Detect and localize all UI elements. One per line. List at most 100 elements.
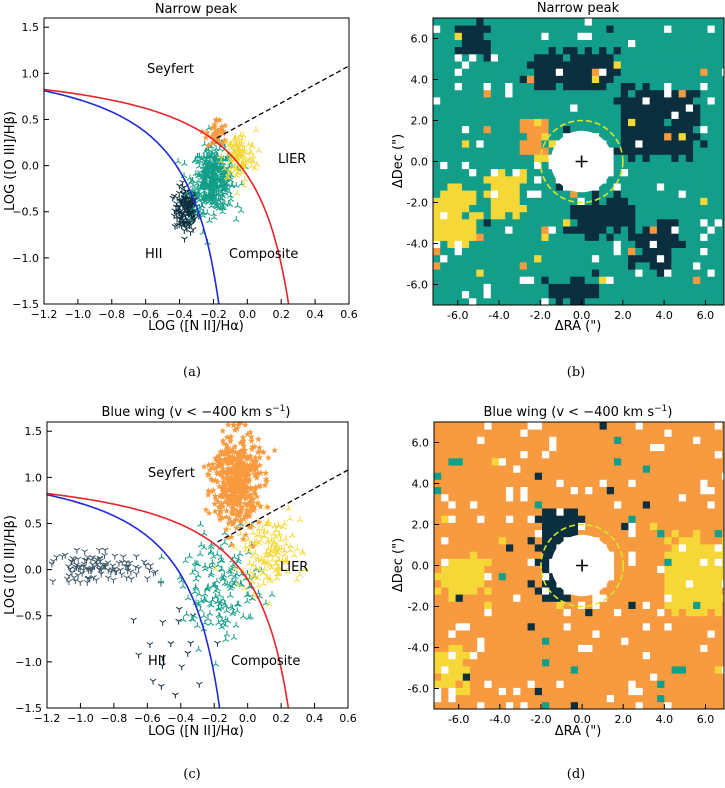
map-pixel	[549, 54, 557, 62]
map-pixel	[434, 451, 442, 459]
map-pixel	[700, 119, 708, 127]
map-pixel	[715, 61, 723, 69]
map-pixel	[499, 451, 507, 459]
map-pixel	[570, 61, 578, 69]
map-pixel	[556, 219, 564, 227]
map-pixel	[549, 451, 557, 459]
map-pixel	[679, 97, 687, 105]
map-pixel	[476, 140, 484, 148]
map-pixel	[456, 580, 464, 588]
map-pixel	[700, 54, 708, 62]
map-pixel	[440, 154, 448, 162]
map-pixel	[499, 644, 507, 652]
map-pixel	[563, 269, 571, 277]
map-pixel	[643, 451, 651, 459]
map-pixel	[606, 97, 614, 105]
map-pixel	[541, 212, 549, 220]
map-pixel	[527, 162, 535, 170]
map-pixel	[556, 276, 564, 284]
map-pixel	[643, 465, 651, 473]
map-pixel	[715, 673, 723, 681]
map-pixel	[513, 240, 521, 248]
map-pixel	[563, 262, 571, 270]
map-pixel	[679, 616, 687, 624]
map-pixel	[664, 32, 672, 40]
map-pixel	[636, 644, 644, 652]
map-pixel	[664, 61, 672, 69]
map-pixel	[456, 666, 464, 674]
map-pixel	[570, 47, 578, 55]
map-pixel	[715, 616, 723, 624]
map-pixel	[505, 212, 513, 220]
map-pixel	[433, 54, 441, 62]
map-pixel	[462, 248, 470, 256]
map-pixel	[462, 133, 470, 141]
panel-a-title: Narrow peak	[155, 2, 238, 17]
map-pixel	[650, 291, 658, 299]
map-pixel	[484, 133, 492, 141]
map-pixel	[621, 465, 629, 473]
y-tick-label-a-5: 1.0	[22, 67, 40, 80]
map-pixel	[476, 126, 484, 134]
map-pixel	[534, 111, 542, 119]
map-pixel	[650, 530, 658, 538]
map-pixel	[643, 616, 651, 624]
map-pixel	[456, 472, 464, 480]
map-pixel	[715, 205, 723, 213]
map-pixel	[484, 566, 492, 574]
map-pixel	[614, 25, 622, 33]
map-pixel	[476, 61, 484, 69]
map-pixel	[672, 630, 680, 638]
map-pixel	[657, 233, 665, 241]
map-pixel	[549, 284, 557, 292]
map-pixel	[657, 248, 665, 256]
map-pixel	[664, 40, 672, 48]
map-pixel	[528, 472, 536, 480]
map-pixel	[520, 255, 528, 263]
map-pixel	[693, 487, 701, 495]
map-pixel	[535, 594, 543, 602]
map-pixel	[599, 298, 607, 306]
map-pixel	[491, 255, 499, 263]
map-pixel	[693, 601, 701, 609]
map-pixel	[693, 61, 701, 69]
map-pixel	[693, 515, 701, 523]
map-pixel	[715, 487, 723, 495]
map-pixel	[679, 32, 687, 40]
map-pixel	[657, 652, 665, 660]
map-pixel	[585, 291, 593, 299]
map-pixel	[671, 169, 679, 177]
map-pixel	[513, 508, 521, 516]
map-pixel	[715, 133, 723, 141]
map-pixel	[679, 104, 687, 112]
map-pixel	[556, 47, 564, 55]
map-pixel	[600, 644, 608, 652]
map-pixel	[592, 54, 600, 62]
map-pixel	[469, 68, 477, 76]
map-pixel	[448, 659, 456, 667]
map-pixel	[671, 119, 679, 127]
map-pixel	[564, 451, 572, 459]
map-pixel	[534, 68, 542, 76]
map-pixel	[708, 523, 716, 531]
map-pixel	[462, 25, 470, 33]
map-pixel	[505, 169, 513, 177]
map-pixel	[506, 544, 514, 552]
map-pixel	[520, 688, 528, 696]
region-label-composite-c: Composite	[231, 654, 300, 669]
map-pixel	[513, 623, 521, 631]
map-pixel	[599, 83, 607, 91]
map-pixel	[484, 119, 492, 127]
map-pixel	[621, 126, 629, 134]
map-pixel	[492, 616, 500, 624]
map-pixel	[657, 558, 665, 566]
map-pixel	[520, 205, 528, 213]
map-pixel	[440, 276, 448, 284]
map-pixel	[513, 587, 521, 595]
map-pixel	[708, 673, 716, 681]
map-pixel	[585, 212, 593, 220]
map-pixel	[657, 436, 665, 444]
map-pixel	[636, 702, 644, 710]
map-pixel	[571, 666, 579, 674]
map-pixel	[643, 673, 651, 681]
